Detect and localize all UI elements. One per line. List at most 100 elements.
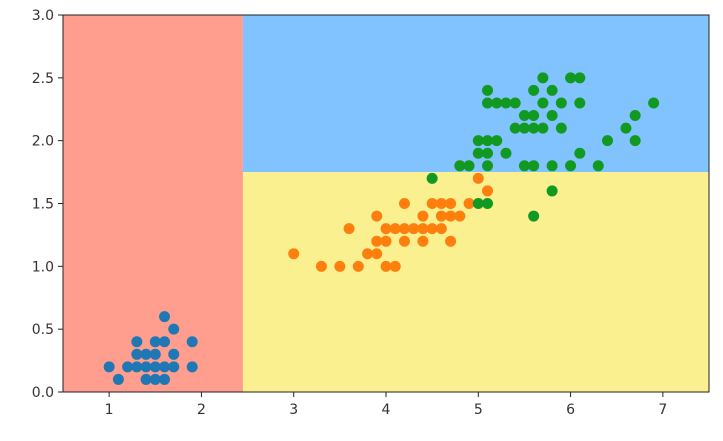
- data-point-series-3: [546, 160, 558, 172]
- data-point-series-3: [528, 210, 540, 222]
- data-point-series-2: [371, 235, 383, 247]
- y-tick-label: 1.5: [32, 197, 54, 213]
- data-point-series-3: [537, 72, 549, 84]
- data-point-series-1: [149, 361, 161, 373]
- data-point-series-3: [491, 97, 503, 109]
- data-point-series-3: [601, 135, 613, 147]
- data-point-series-3: [518, 110, 530, 122]
- data-point-series-1: [140, 373, 152, 385]
- data-point-series-1: [131, 348, 143, 360]
- data-point-series-3: [546, 84, 558, 96]
- data-point-series-2: [463, 198, 475, 209]
- y-tick-label: 1.0: [32, 259, 54, 275]
- data-point-series-3: [518, 122, 530, 134]
- data-point-series-2: [380, 260, 392, 272]
- data-point-series-1: [131, 336, 143, 348]
- data-point-series-3: [472, 135, 484, 147]
- data-point-series-3: [482, 97, 494, 109]
- data-point-series-2: [435, 223, 447, 235]
- data-point-series-2: [352, 260, 364, 272]
- data-point-series-3: [500, 97, 512, 109]
- data-point-series-3: [472, 147, 484, 159]
- data-point-series-3: [555, 122, 567, 134]
- data-point-series-2: [417, 210, 429, 222]
- data-point-series-3: [482, 84, 494, 96]
- data-point-series-2: [371, 210, 383, 222]
- data-point-series-3: [482, 147, 494, 159]
- y-tick-label: 3.0: [32, 8, 54, 24]
- data-point-series-2: [398, 223, 410, 235]
- data-point-series-1: [149, 336, 161, 348]
- data-point-series-2: [334, 260, 346, 272]
- data-point-series-2: [445, 198, 457, 209]
- data-point-series-2: [315, 260, 327, 272]
- decision-region-3: [242, 172, 709, 392]
- y-tick-label: 2.5: [32, 71, 54, 87]
- data-point-series-3: [528, 110, 540, 122]
- data-point-series-2: [435, 198, 447, 209]
- data-point-series-2: [417, 235, 429, 247]
- y-tick-label: 0.5: [32, 322, 54, 338]
- data-point-series-3: [592, 160, 604, 172]
- data-point-series-3: [463, 160, 475, 172]
- data-point-series-3: [528, 84, 540, 96]
- data-point-series-2: [380, 235, 392, 247]
- decision-region-1: [63, 15, 243, 392]
- data-point-series-2: [482, 185, 494, 197]
- data-point-series-1: [186, 361, 198, 373]
- data-point-series-3: [620, 122, 632, 134]
- data-point-series-3: [482, 198, 494, 209]
- data-point-series-3: [629, 135, 641, 147]
- data-point-series-2: [389, 223, 401, 235]
- y-tick-label: 0.0: [32, 385, 54, 401]
- data-point-series-2: [389, 260, 401, 272]
- data-point-series-2: [380, 223, 392, 235]
- data-point-series-3: [518, 160, 530, 172]
- x-tick-label: 3: [289, 402, 298, 418]
- data-point-series-3: [574, 72, 586, 84]
- data-point-series-3: [426, 172, 438, 184]
- data-points: [103, 72, 660, 385]
- data-point-series-1: [186, 336, 198, 348]
- data-point-series-1: [112, 373, 124, 385]
- data-point-series-3: [509, 97, 521, 109]
- data-point-series-1: [159, 336, 171, 348]
- data-point-series-1: [149, 348, 161, 360]
- data-point-series-1: [122, 361, 134, 373]
- data-point-series-1: [140, 348, 152, 360]
- data-point-series-2: [398, 235, 410, 247]
- data-point-series-3: [500, 147, 512, 159]
- data-point-series-1: [159, 311, 171, 323]
- data-point-series-3: [482, 160, 494, 172]
- data-point-series-2: [417, 223, 429, 235]
- x-tick-label: 2: [197, 402, 206, 418]
- data-point-series-2: [398, 198, 410, 209]
- data-point-series-2: [426, 198, 438, 209]
- data-point-series-1: [103, 361, 115, 373]
- data-point-series-1: [140, 361, 152, 373]
- x-tick-label: 6: [566, 402, 575, 418]
- data-point-series-3: [574, 147, 586, 159]
- data-point-series-3: [482, 135, 494, 147]
- data-point-series-3: [509, 122, 521, 134]
- data-point-series-3: [555, 97, 567, 109]
- x-tick-label: 1: [105, 402, 114, 418]
- data-point-series-3: [491, 135, 503, 147]
- decision-regions: [63, 15, 709, 392]
- data-point-series-1: [168, 361, 180, 373]
- data-point-series-1: [159, 373, 171, 385]
- data-point-series-2: [371, 248, 383, 260]
- data-point-series-3: [528, 122, 540, 134]
- data-point-series-3: [472, 198, 484, 209]
- data-point-series-3: [629, 110, 641, 122]
- data-point-series-3: [565, 72, 577, 84]
- data-point-series-1: [159, 361, 171, 373]
- data-point-series-2: [472, 172, 484, 184]
- data-point-series-2: [408, 223, 420, 235]
- x-axis: 1 2 3 4 5 6 7: [105, 392, 667, 418]
- data-point-series-2: [362, 248, 374, 260]
- decision-region-2: [242, 15, 709, 173]
- y-axis: 0.0 0.5 1.0 1.5 2.0 2.5 3.0: [32, 8, 63, 401]
